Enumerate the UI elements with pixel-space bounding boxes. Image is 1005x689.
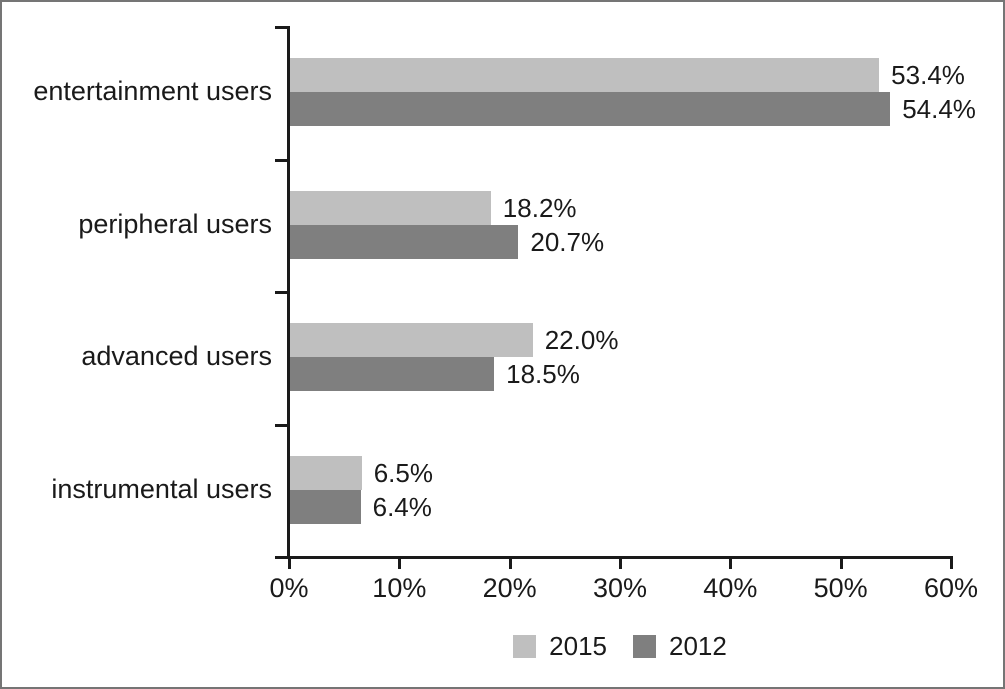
x-tick-label: 40% [703, 573, 758, 603]
y-axis-tick [275, 26, 290, 29]
bar-2012-advanced-users [290, 357, 495, 392]
legend-swatch-2015 [513, 635, 537, 658]
y-axis-tick [275, 423, 290, 427]
x-axis-tick [729, 556, 733, 569]
bar-2012-entertainment-users [290, 92, 891, 127]
bar-value-label-2015-entertainment-users: 53.4% [891, 60, 965, 91]
bar-2015-peripheral-users [290, 190, 491, 225]
bar-value-label-2015-peripheral-users: 18.2% [502, 192, 577, 223]
x-axis-tick [950, 556, 953, 569]
x-tick-label: 20% [482, 573, 537, 603]
bar-value-label-2012-peripheral-users: 20.7% [530, 226, 605, 257]
legend-item-2015: 2015 [513, 631, 607, 662]
bar-value-label-2012-instrumental-users: 6.4% [372, 491, 432, 522]
x-axis-tick [508, 556, 512, 569]
x-axis-tick [839, 556, 843, 569]
x-tick-label: 60% [923, 573, 979, 603]
bar-value-label-2012-advanced-users: 18.5% [506, 359, 580, 390]
bar-value-label-2012-entertainment-users: 54.4% [902, 94, 976, 125]
bar-value-label-2015-advanced-users: 22.0% [544, 325, 619, 356]
legend-swatch-2012 [633, 635, 656, 658]
category-label-entertainment-users: entertainment users [33, 76, 272, 107]
y-axis-tick [275, 158, 290, 162]
x-tick-label: 50% [813, 573, 868, 603]
x-axis [277, 556, 953, 559]
x-tick-label: 0% [269, 573, 309, 603]
bar-2012-peripheral-users [290, 224, 519, 259]
legend-label-2012: 2012 [669, 631, 727, 661]
y-axis-tick [275, 291, 290, 294]
legend-item-2012: 2012 [633, 631, 727, 662]
y-axis-tick [275, 556, 290, 559]
bar-2015-instrumental-users [290, 455, 362, 490]
legend: 2015 2012 [288, 631, 952, 662]
x-axis-tick [619, 556, 622, 569]
bar-value-label-2015-instrumental-users: 6.5% [373, 457, 433, 488]
x-axis-tick [398, 556, 402, 569]
category-label-instrumental-users: instrumental users [51, 473, 272, 504]
legend-label-2015: 2015 [549, 631, 607, 661]
x-tick-label: 10% [372, 573, 427, 603]
bar-2015-advanced-users [290, 323, 533, 358]
category-label-advanced-users: advanced users [81, 341, 272, 372]
x-axis-tick [288, 556, 291, 569]
x-tick-label: 30% [592, 573, 648, 603]
category-label-peripheral-users: peripheral users [78, 208, 272, 239]
bar-2015-entertainment-users [290, 58, 880, 93]
bar-2012-instrumental-users [290, 489, 361, 524]
